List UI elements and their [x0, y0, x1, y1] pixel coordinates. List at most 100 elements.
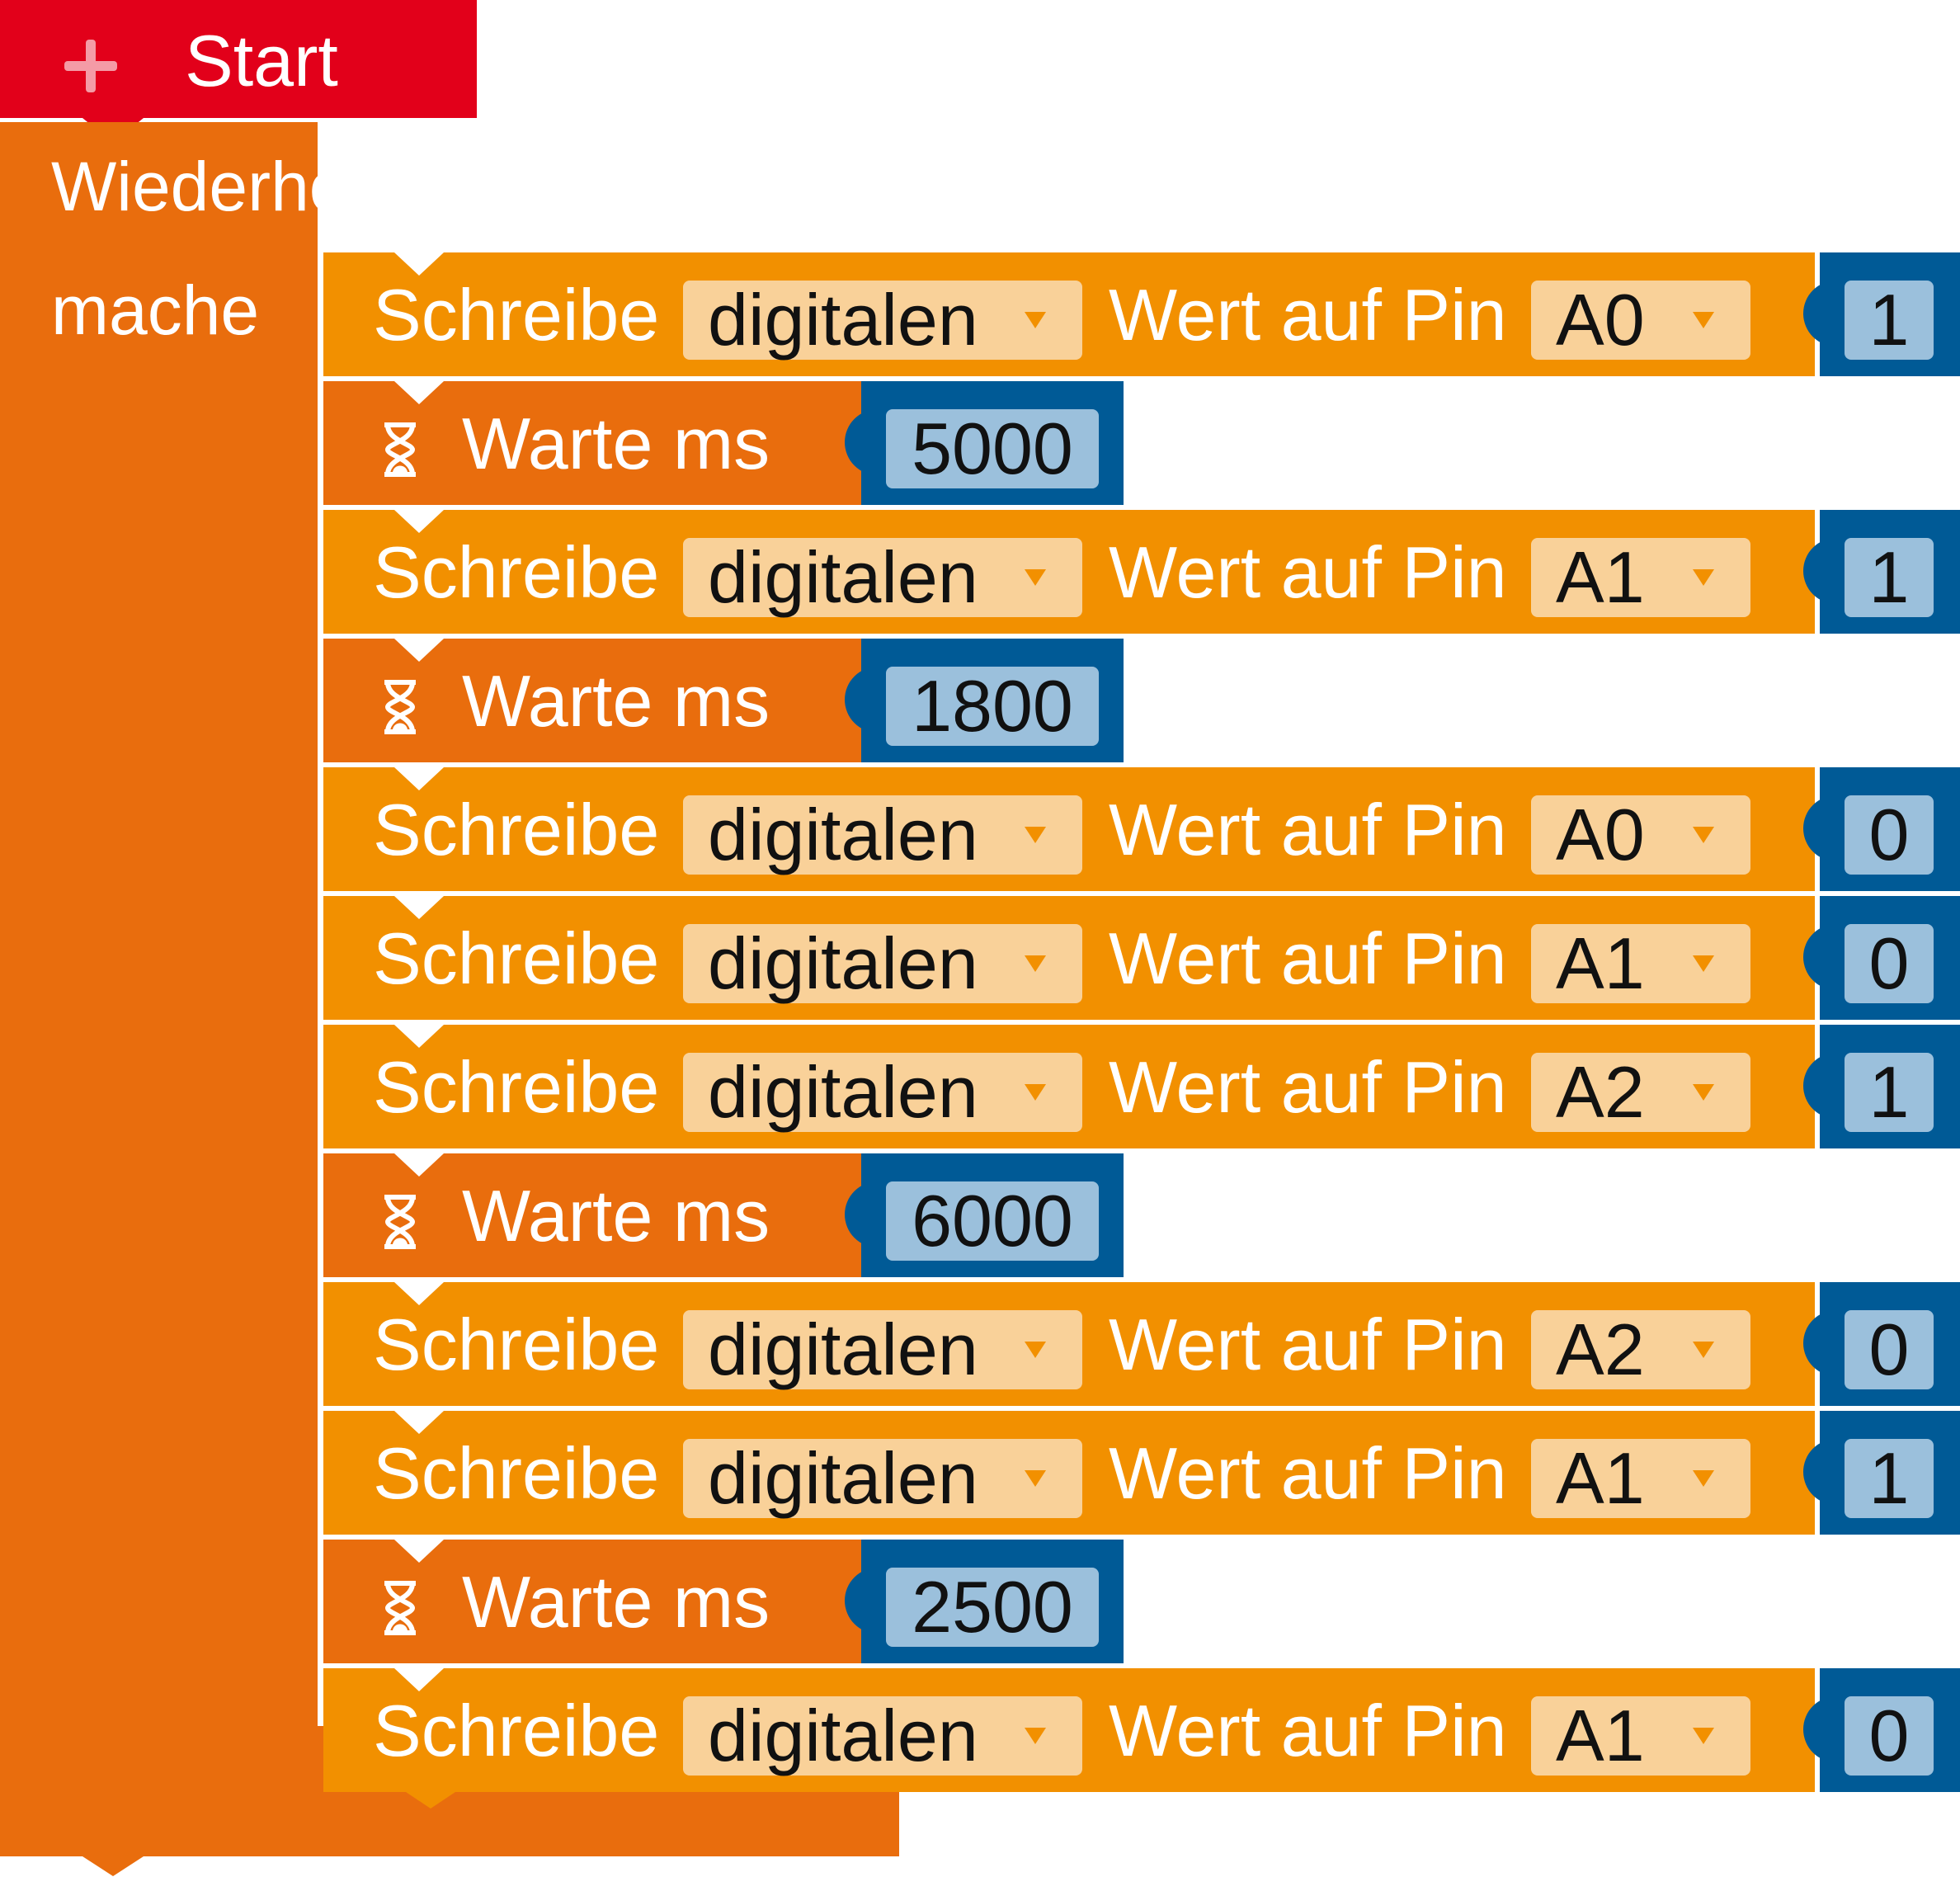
dropdown-arrow-icon	[1693, 312, 1714, 328]
puzzle-connector	[1803, 281, 1836, 347]
pin-dropdown-value: A2	[1556, 1051, 1645, 1133]
value-number-block[interactable]: 1	[1803, 510, 1960, 634]
value-on-pin-label: Wert auf Pin	[1109, 789, 1507, 870]
ms-number-block[interactable]: 1800	[845, 639, 1124, 762]
hourglass-icon	[381, 680, 419, 734]
statement-notch	[394, 252, 444, 276]
plus-icon[interactable]	[64, 40, 117, 92]
puzzle-connector	[1803, 1439, 1836, 1505]
dropdown-arrow-icon	[1025, 1342, 1046, 1358]
ms-input[interactable]: 1800	[886, 667, 1099, 746]
digital-write-block[interactable]: Schreibe digitalen Wert auf Pin A0 1	[323, 252, 1960, 376]
statement-notch	[394, 1411, 444, 1434]
value-input[interactable]: 0	[1845, 1696, 1934, 1776]
hourglass-icon	[381, 1195, 419, 1249]
value-number-block[interactable]: 1	[1803, 1025, 1960, 1148]
mode-dropdown[interactable]: digitalen	[683, 1695, 1082, 1776]
write-label: Schreibe	[373, 1046, 660, 1128]
write-label: Schreibe	[373, 1304, 660, 1385]
dropdown-arrow-icon	[1025, 827, 1046, 843]
mode-dropdown[interactable]: digitalen	[683, 794, 1082, 875]
puzzle-connector	[1803, 924, 1836, 990]
statement-notch	[394, 510, 444, 533]
write-label: Schreibe	[373, 1690, 660, 1771]
wait-label: Warte ms	[462, 660, 770, 742]
value-number-block[interactable]: 0	[1803, 1282, 1960, 1406]
value-number-block[interactable]: 0	[1803, 767, 1960, 891]
statement-notch	[394, 1282, 444, 1305]
dropdown-arrow-icon	[1693, 1728, 1714, 1744]
start-block[interactable]: Start	[0, 0, 477, 118]
value-on-pin-label: Wert auf Pin	[1109, 531, 1507, 613]
pin-dropdown[interactable]: A2	[1531, 1309, 1750, 1390]
write-label: Schreibe	[373, 1432, 660, 1514]
pin-dropdown[interactable]: A0	[1531, 279, 1750, 361]
hourglass-icon	[381, 1581, 419, 1635]
pin-dropdown-value: A1	[1556, 922, 1645, 1004]
wait-block[interactable]: Warte ms 6000	[323, 1153, 1124, 1277]
value-number-block[interactable]: 1	[1803, 1411, 1960, 1535]
digital-write-block[interactable]: Schreibe digitalen Wert auf Pin A1 1	[323, 510, 1960, 634]
value-on-pin-label: Wert auf Pin	[1109, 917, 1507, 999]
value-on-pin-label: Wert auf Pin	[1109, 1304, 1507, 1385]
statement-notch	[394, 896, 444, 919]
wait-block[interactable]: Warte ms 5000	[323, 381, 1124, 505]
mode-dropdown[interactable]: digitalen	[683, 536, 1082, 618]
ms-input[interactable]: 5000	[886, 409, 1099, 488]
value-input[interactable]: 1	[1845, 1053, 1934, 1132]
pin-dropdown[interactable]: A2	[1531, 1051, 1750, 1133]
digital-write-block[interactable]: Schreibe digitalen Wert auf Pin A0 0	[323, 767, 1960, 891]
digital-write-block[interactable]: Schreibe digitalen Wert auf Pin A1 0	[323, 1668, 1960, 1792]
pin-dropdown[interactable]: A0	[1531, 794, 1750, 875]
value-input[interactable]: 1	[1845, 1439, 1934, 1518]
digital-write-block[interactable]: Schreibe digitalen Wert auf Pin A2 0	[323, 1282, 1960, 1406]
pin-dropdown[interactable]: A1	[1531, 922, 1750, 1004]
ms-number-block[interactable]: 5000	[845, 381, 1124, 505]
value-on-pin-label: Wert auf Pin	[1109, 1046, 1507, 1128]
digital-write-block[interactable]: Schreibe digitalen Wert auf Pin A2 1	[323, 1025, 1960, 1148]
last-statement-connector	[406, 1792, 455, 1809]
puzzle-connector	[1803, 538, 1836, 604]
mode-dropdown[interactable]: digitalen	[683, 1051, 1082, 1133]
mode-dropdown[interactable]: digitalen	[683, 1437, 1082, 1519]
mode-dropdown[interactable]: digitalen	[683, 279, 1082, 361]
mode-dropdown-value: digitalen	[708, 536, 978, 618]
wait-block[interactable]: Warte ms 1800	[323, 639, 1124, 762]
dropdown-arrow-icon	[1025, 1084, 1046, 1101]
dropdown-arrow-icon	[1693, 1084, 1714, 1101]
ms-number-block[interactable]: 6000	[845, 1153, 1124, 1277]
pin-dropdown[interactable]: A1	[1531, 536, 1750, 618]
wait-block[interactable]: Warte ms 2500	[323, 1540, 1124, 1663]
statement-notch	[394, 1153, 444, 1177]
value-number-block[interactable]: 0	[1803, 1668, 1960, 1792]
value-input[interactable]: 0	[1845, 1310, 1934, 1389]
value-number-block[interactable]: 1	[1803, 252, 1960, 376]
value-input[interactable]: 0	[1845, 795, 1934, 875]
dropdown-arrow-icon	[1025, 569, 1046, 586]
ms-input[interactable]: 6000	[886, 1181, 1099, 1261]
write-label: Schreibe	[373, 789, 660, 870]
pin-dropdown[interactable]: A1	[1531, 1437, 1750, 1519]
ms-number-block[interactable]: 2500	[845, 1540, 1124, 1663]
write-label: Schreibe	[373, 917, 660, 999]
statement-notch	[394, 381, 444, 404]
digital-write-block[interactable]: Schreibe digitalen Wert auf Pin A1 0	[323, 896, 1960, 1020]
dropdown-arrow-icon	[1025, 1470, 1046, 1487]
value-input[interactable]: 1	[1845, 281, 1934, 360]
mode-dropdown[interactable]: digitalen	[683, 922, 1082, 1004]
loop-do-label: mache	[51, 271, 260, 349]
statement-notch	[394, 1668, 444, 1691]
value-number-block[interactable]: 0	[1803, 896, 1960, 1020]
dropdown-arrow-icon	[1693, 1470, 1714, 1487]
puzzle-connector	[1803, 1310, 1836, 1376]
dropdown-arrow-icon	[1025, 955, 1046, 972]
ms-input[interactable]: 2500	[886, 1568, 1099, 1647]
mode-dropdown[interactable]: digitalen	[683, 1309, 1082, 1390]
wait-label: Warte ms	[462, 1561, 770, 1643]
value-input[interactable]: 0	[1845, 924, 1934, 1003]
value-input[interactable]: 1	[1845, 538, 1934, 617]
pin-dropdown[interactable]: A1	[1531, 1695, 1750, 1776]
mode-dropdown-value: digitalen	[708, 1051, 978, 1133]
dropdown-arrow-icon	[1693, 569, 1714, 586]
digital-write-block[interactable]: Schreibe digitalen Wert auf Pin A1 1	[323, 1411, 1960, 1535]
